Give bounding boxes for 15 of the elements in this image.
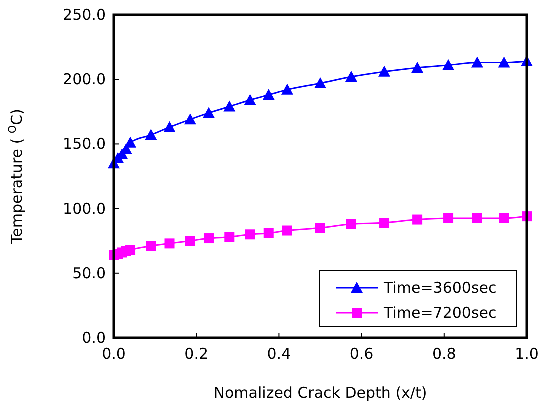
y-tick-label: 150.0 [63, 135, 106, 154]
x-tick-label: 0.6 [350, 345, 374, 363]
x-tick-label: 0.2 [184, 345, 209, 363]
x-axis-title: Nomalized Crack Depth (x/t) [214, 384, 428, 402]
y-tick-label: 0.0 [82, 329, 106, 347]
y-tick-label: 200.0 [63, 70, 106, 89]
y-tick-label: 250.0 [63, 6, 106, 24]
legend-label: Time=7200sec [383, 304, 497, 322]
x-tick-label: 0.4 [267, 345, 292, 363]
legend-label: Time=3600sec [383, 279, 497, 297]
x-tick-label: 0.8 [432, 345, 456, 363]
x-tick-label: 1.0 [515, 345, 539, 363]
x-tick-label: 0.0 [102, 345, 126, 363]
y-tick-label: 50.0 [72, 264, 106, 282]
y-tick-label: 100.0 [63, 200, 106, 218]
